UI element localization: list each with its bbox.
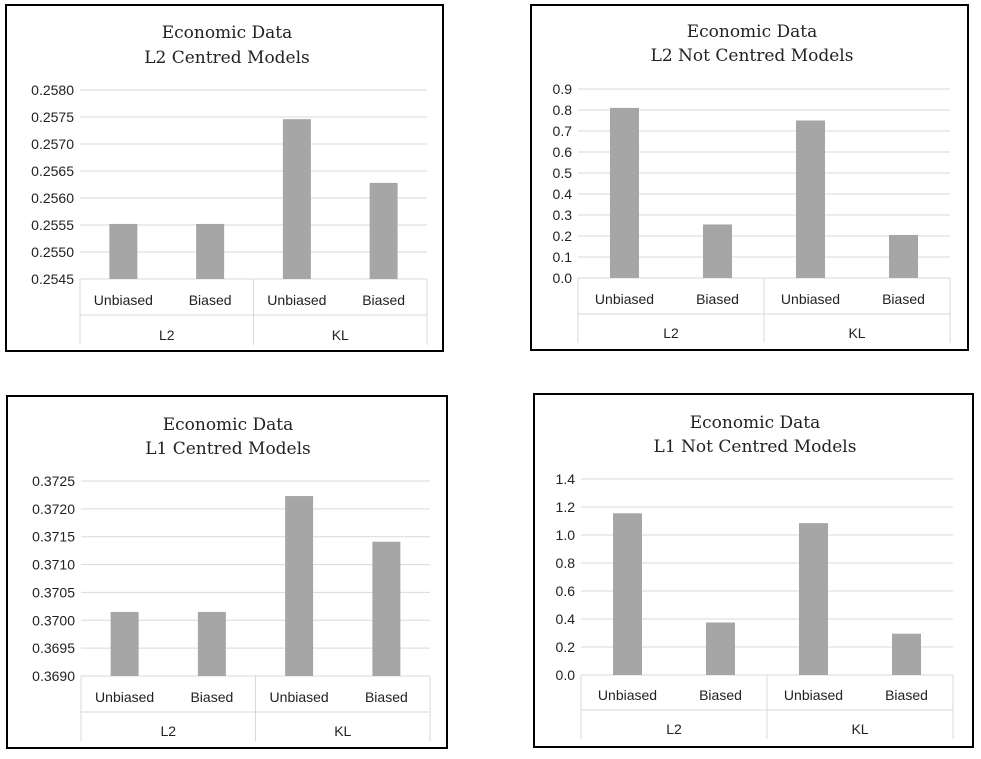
category-label: Unbiased [270, 689, 329, 705]
group-label: L2 [160, 723, 176, 739]
y-tick-label: 0.0 [556, 667, 576, 683]
chart-title-line1: Economic Data [690, 413, 821, 433]
y-tick-label: 1.0 [556, 527, 576, 543]
category-label: Biased [882, 291, 925, 307]
y-tick-label: 0.2550 [31, 244, 74, 260]
bar [796, 120, 825, 278]
y-tick-label: 0.3715 [32, 529, 75, 545]
category-label: Unbiased [267, 292, 326, 308]
bar [197, 611, 226, 676]
bar [610, 107, 639, 279]
y-tick-label: 0.4 [556, 611, 576, 627]
y-tick-label: 0.2 [553, 228, 573, 244]
y-tick-label: 0.3 [553, 207, 573, 223]
bar [285, 496, 314, 676]
chart-title-line2: L1 Not Centred Models [654, 437, 857, 457]
chart-panel-l2-centred: Economic Data L2 Centred Models 0.2545 0.25… [5, 4, 444, 352]
group-label: L2 [159, 327, 175, 343]
y-tick-label: 0.3695 [32, 640, 75, 656]
y-tick-label: 0.7 [553, 123, 573, 139]
chart-panel-l1-centred: Economic Data L1 Centred Models 0.3690 0.36… [6, 395, 448, 749]
y-tick-label: 0.2575 [31, 109, 74, 125]
chart-svg: Economic Data L2 Not Centred Models 0.0 0.1… [553, 22, 951, 343]
chart-title-line1: Economic Data [163, 415, 294, 435]
y-tick-label: 0.2555 [31, 217, 74, 233]
group-label: KL [848, 325, 865, 341]
chart-panel-l2-not-centred: Economic Data L2 Not Centred Models 0.0 0.1… [530, 4, 969, 351]
chart-title-line2: L2 Not Centred Models [651, 46, 854, 66]
y-tick-label: 0.9 [553, 81, 573, 97]
bar [369, 182, 398, 279]
y-tick-label: 0.2560 [31, 190, 74, 206]
y-tick-label: 0.3700 [32, 612, 75, 628]
category-label: Biased [696, 291, 739, 307]
chart-title-line2: L1 Centred Models [145, 439, 311, 459]
category-label: Biased [699, 687, 742, 703]
category-label: Biased [885, 687, 928, 703]
y-tick-label: 0.2565 [31, 163, 74, 179]
bar [282, 119, 311, 279]
category-label: Biased [190, 689, 233, 705]
category-label: Unbiased [784, 687, 843, 703]
y-tick-label: 0.4 [553, 186, 573, 202]
y-tick-label: 0.6 [556, 583, 576, 599]
chart-panel-l1-not-centred: Economic Data L1 Not Centred Models 0.0 0.2… [533, 393, 974, 748]
chart-title-line1: Economic Data [162, 23, 293, 43]
y-tick-label: 0.2580 [31, 82, 74, 98]
y-tick-label: 0.0 [553, 270, 573, 286]
y-tick-label: 0.2545 [31, 271, 74, 287]
y-tick-label: 1.2 [556, 499, 576, 515]
bar [613, 513, 642, 675]
y-tick-label: 0.6 [553, 144, 573, 160]
category-label: Biased [189, 292, 232, 308]
chart-svg: Economic Data L1 Not Centred Models 0.0 0.2… [556, 413, 954, 739]
group-label: L2 [663, 325, 679, 341]
y-tick-label: 0.5 [553, 165, 573, 181]
bar [889, 234, 918, 278]
y-tick-label: 0.8 [556, 555, 576, 571]
chart-svg: Economic Data L1 Centred Models 0.3690 0.36… [32, 415, 431, 741]
y-tick-label: 0.2570 [31, 136, 74, 152]
category-label: Unbiased [598, 687, 657, 703]
category-label: Biased [365, 689, 408, 705]
y-tick-label: 0.3705 [32, 584, 75, 600]
chart-title-line1: Economic Data [687, 22, 818, 42]
category-label: Biased [362, 292, 405, 308]
bar [109, 223, 138, 279]
group-label: KL [334, 723, 351, 739]
category-label: Unbiased [595, 291, 654, 307]
group-label: KL [332, 327, 349, 343]
bar [703, 224, 732, 278]
y-tick-label: 1.4 [556, 471, 576, 487]
category-label: Unbiased [781, 291, 840, 307]
bar [196, 223, 225, 279]
chart-title-line2: L2 Centred Models [144, 48, 310, 68]
bar [110, 611, 139, 676]
bar [892, 633, 921, 675]
group-label: KL [851, 721, 868, 737]
y-tick-label: 0.8 [553, 102, 573, 118]
bar [799, 523, 828, 675]
category-label: Unbiased [95, 689, 154, 705]
y-tick-label: 0.3710 [32, 557, 75, 573]
y-tick-label: 0.2 [556, 639, 576, 655]
y-tick-label: 0.3725 [32, 473, 75, 489]
y-tick-label: 0.3720 [32, 501, 75, 517]
y-tick-label: 0.1 [553, 249, 573, 265]
chart-svg: Economic Data L2 Centred Models 0.2545 0.25… [31, 23, 428, 345]
group-label: L2 [666, 721, 682, 737]
y-tick-label: 0.3690 [32, 668, 75, 684]
bar [372, 541, 401, 676]
bar [706, 622, 735, 675]
category-label: Unbiased [94, 292, 153, 308]
